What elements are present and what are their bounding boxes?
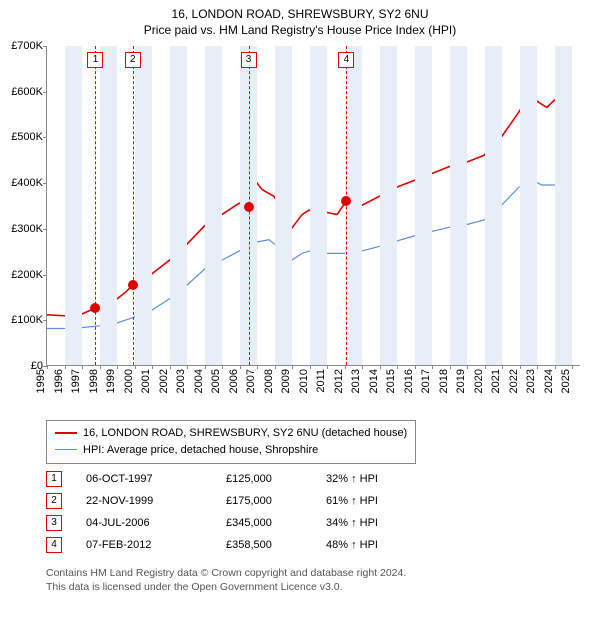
chart-legend: 16, LONDON ROAD, SHREWSBURY, SY2 6NU (de… [46,420,416,464]
legend-row-hpi: HPI: Average price, detached house, Shro… [55,442,407,459]
x-tick-label: 2024 [542,369,554,393]
x-tick-label: 2025 [560,369,572,393]
x-tick-label: 2019 [455,369,467,393]
event-price: £175,000 [226,495,326,507]
chart-event-marker: 1 [87,52,103,68]
y-tick-label: £100K [11,314,47,326]
y-tick-label: £700K [11,40,47,52]
x-tick-label: 2001 [140,369,152,393]
chart-event-marker: 2 [125,52,141,68]
event-marker-4: 4 [46,537,62,553]
x-tick-label: 2009 [280,369,292,393]
x-tick-label: 2022 [507,369,519,393]
chart-event-dot [90,303,100,313]
event-row: 1 06-OCT-1997 £125,000 32% ↑ HPI [46,468,446,490]
event-price: £345,000 [226,517,326,529]
event-diff: 61% ↑ HPI [326,495,446,507]
event-row: 2 22-NOV-1999 £175,000 61% ↑ HPI [46,490,446,512]
legend-swatch-hpi [55,449,77,450]
legend-label-property: 16, LONDON ROAD, SHREWSBURY, SY2 6NU (de… [83,425,407,442]
event-marker-3: 3 [46,515,62,531]
event-marker-1: 1 [46,471,62,487]
x-tick-label: 2007 [245,369,257,393]
event-price: £125,000 [226,473,326,485]
event-diff: 34% ↑ HPI [326,517,446,529]
x-tick-label: 2013 [350,369,362,393]
legend-label-hpi: HPI: Average price, detached house, Shro… [83,442,318,459]
x-tick-label: 2014 [367,369,379,393]
y-tick-label: £400K [11,177,47,189]
x-tick-label: 1999 [105,369,117,393]
x-tick-label: 2015 [385,369,397,393]
y-tick-label: £500K [11,131,47,143]
chart-title-block: 16, LONDON ROAD, SHREWSBURY, SY2 6NU Pri… [0,0,600,38]
event-row: 4 07-FEB-2012 £358,500 48% ↑ HPI [46,534,446,556]
title-line-1: 16, LONDON ROAD, SHREWSBURY, SY2 6NU [0,6,600,22]
event-price: £358,500 [226,539,326,551]
x-tick-label: 2010 [297,369,309,393]
footer-line-2: This data is licensed under the Open Gov… [46,580,406,594]
chart-plot-area: £0£100K£200K£300K£400K£500K£600K£700K199… [46,46,580,366]
x-tick-label: 1995 [35,369,47,393]
y-tick-label: £300K [11,223,47,235]
event-marker-2: 2 [46,493,62,509]
event-diff: 32% ↑ HPI [326,473,446,485]
title-line-2: Price paid vs. HM Land Registry's House … [0,22,600,38]
chart-event-marker: 3 [241,52,257,68]
event-date: 06-OCT-1997 [86,473,226,485]
chart-event-dot [244,202,254,212]
x-tick-label: 1997 [70,369,82,393]
x-tick-label: 2023 [525,369,537,393]
event-row: 3 04-JUL-2006 £345,000 34% ↑ HPI [46,512,446,534]
y-tick-label: £600K [11,86,47,98]
x-tick-label: 2021 [490,369,502,393]
chart-event-dot [341,196,351,206]
footer-line-1: Contains HM Land Registry data © Crown c… [46,566,406,580]
x-tick-label: 2016 [402,369,414,393]
x-tick-label: 2011 [315,369,327,393]
event-diff: 48% ↑ HPI [326,539,446,551]
x-tick-label: 2008 [262,369,274,393]
legend-swatch-property [55,432,77,434]
x-tick-label: 1998 [87,369,99,393]
x-tick-label: 2004 [192,369,204,393]
event-date: 04-JUL-2006 [86,517,226,529]
x-tick-label: 2018 [437,369,449,393]
event-date: 07-FEB-2012 [86,539,226,551]
x-tick-label: 2012 [332,369,344,393]
legend-row-property: 16, LONDON ROAD, SHREWSBURY, SY2 6NU (de… [55,425,407,442]
x-tick-label: 2002 [157,369,169,393]
x-tick-label: 2000 [122,369,134,393]
chart-event-dot [128,280,138,290]
x-tick-label: 2017 [420,369,432,393]
event-date: 22-NOV-1999 [86,495,226,507]
x-tick-label: 2003 [175,369,187,393]
x-tick-label: 1996 [52,369,64,393]
x-tick-label: 2020 [472,369,484,393]
x-tick-label: 2006 [227,369,239,393]
events-table: 1 06-OCT-1997 £125,000 32% ↑ HPI 2 22-NO… [46,468,446,556]
y-tick-label: £200K [11,269,47,281]
x-tick-label: 2005 [210,369,222,393]
footer-attribution: Contains HM Land Registry data © Crown c… [46,566,406,594]
chart-event-marker: 4 [338,52,354,68]
